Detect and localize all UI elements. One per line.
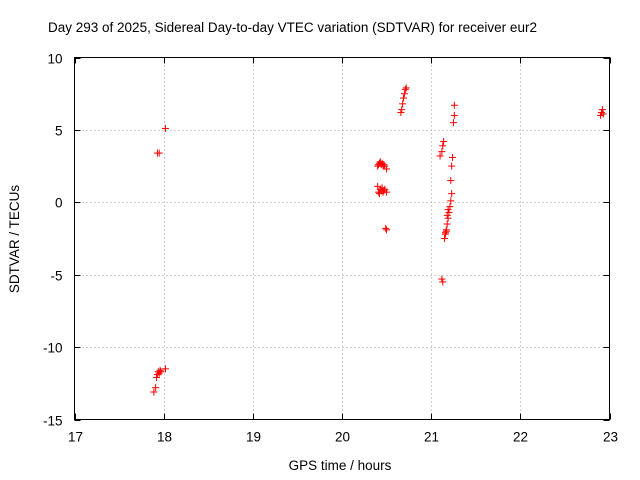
y-tick-label: 0 xyxy=(55,196,63,211)
data-point xyxy=(400,94,408,102)
data-point xyxy=(450,101,458,109)
data-point xyxy=(161,365,169,373)
x-axis-label: GPS time / hours xyxy=(289,458,392,473)
data-point xyxy=(597,109,605,117)
grid-lines xyxy=(74,57,610,420)
data-point xyxy=(598,106,606,114)
data-point xyxy=(155,149,163,157)
data-point xyxy=(382,224,390,232)
data-point xyxy=(442,226,450,234)
data-point xyxy=(444,214,452,222)
data-point xyxy=(397,109,405,117)
data-point xyxy=(447,197,455,205)
data-point xyxy=(440,137,448,145)
data-point xyxy=(438,275,446,283)
data-point xyxy=(157,368,165,376)
data-point xyxy=(441,235,449,242)
x-tick-label: 20 xyxy=(335,430,350,445)
y-tick-label: 10 xyxy=(47,52,62,67)
x-tick-label: 21 xyxy=(424,430,439,445)
y-tick-labels: -15 -10 -5 0 5 10 xyxy=(43,52,63,429)
data-point xyxy=(599,110,607,118)
x-tick-label: 19 xyxy=(246,430,261,445)
x-tick-label: 17 xyxy=(68,430,83,445)
data-point xyxy=(383,165,391,173)
axis-ticks xyxy=(74,57,611,421)
y-tick-label: -15 xyxy=(43,414,63,429)
y-tick-label: -5 xyxy=(50,269,62,284)
x-tick-labels: 17 18 19 20 21 22 23 xyxy=(68,430,618,445)
data-point xyxy=(153,371,161,379)
data-point xyxy=(448,162,456,170)
data-point xyxy=(153,374,161,382)
data-point xyxy=(383,226,391,234)
data-point xyxy=(375,190,383,198)
chart-title: Day 293 of 2025, Sidereal Day-to-day VTE… xyxy=(48,20,537,35)
data-point xyxy=(150,388,158,396)
data-point xyxy=(152,384,160,392)
data-point xyxy=(450,111,458,119)
x-tick-label: 23 xyxy=(603,430,618,445)
y-tick-label: -10 xyxy=(43,341,63,356)
data-point xyxy=(449,153,457,161)
data-point xyxy=(449,119,457,127)
data-point xyxy=(381,185,389,193)
data-point xyxy=(161,124,169,132)
data-point xyxy=(446,203,454,211)
x-tick-label: 18 xyxy=(157,430,172,445)
data-point xyxy=(401,85,409,93)
data-point xyxy=(439,278,447,286)
data-point xyxy=(439,142,447,150)
data-point xyxy=(376,158,384,166)
data-point xyxy=(441,229,449,237)
data-point xyxy=(445,208,453,216)
data-point xyxy=(399,100,407,108)
data-point xyxy=(447,177,455,185)
y-tick-label: 5 xyxy=(55,124,63,139)
data-point xyxy=(380,161,388,169)
data-point xyxy=(443,220,451,228)
data-point xyxy=(383,188,391,196)
data-point xyxy=(436,152,444,160)
data-points xyxy=(150,84,607,396)
data-point xyxy=(156,366,164,374)
data-point xyxy=(398,106,406,114)
data-point xyxy=(402,84,410,92)
data-point xyxy=(155,369,163,377)
data-point xyxy=(443,211,451,219)
x-tick-label: 22 xyxy=(513,430,528,445)
y-axis-label: SDTVAR / TECUs xyxy=(7,185,22,294)
data-point xyxy=(438,148,446,156)
data-point xyxy=(400,90,408,98)
data-point xyxy=(381,162,389,170)
data-point xyxy=(444,206,452,214)
plot-frame xyxy=(74,57,610,420)
data-point xyxy=(448,190,456,198)
